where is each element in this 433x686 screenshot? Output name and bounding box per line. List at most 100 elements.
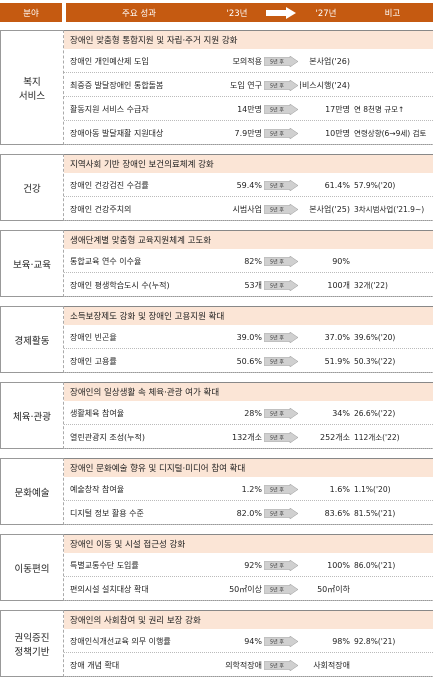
arrow-label: 5년 후: [270, 358, 284, 365]
section-heading: 소득보장제도 강화 및 장애인 고용지원 확대: [64, 307, 433, 325]
row-line: [64, 197, 433, 221]
arrow-label: 5년 후: [270, 410, 284, 417]
section-heading: 장애인의 일상생활 속 체육·관광 여가 확대: [64, 383, 433, 401]
value-2027: 100%: [327, 560, 350, 570]
value-2023: 모의적용: [232, 56, 262, 66]
row-line: [64, 425, 433, 449]
arrow-label: 5년 후: [270, 206, 284, 213]
arrow-label: 5년 후: [270, 130, 284, 137]
five-year-arrow: 5년 후: [262, 425, 300, 449]
row-label: 최중증 발달장애인 통합돌봄: [70, 80, 164, 90]
value-2023: 의학적장애: [225, 660, 262, 670]
row-label: 생활체육 참여율: [70, 408, 125, 418]
header-from: '23년: [212, 3, 262, 22]
arrow-label: 5년 후: [270, 562, 284, 569]
five-year-arrow: 5년 후: [262, 401, 300, 425]
value-2027: 10만명: [325, 128, 350, 138]
header-field: 분야: [0, 3, 62, 22]
row-label: 편의시설 설치대상 확대: [70, 584, 149, 594]
arrow-shape: 5년 후: [264, 635, 298, 647]
arrow-label: 5년 후: [270, 282, 284, 289]
value-2023: 7.9만명: [234, 128, 262, 138]
row-line: [64, 49, 433, 73]
note: 81.5%('21): [354, 508, 396, 518]
arrow-label: 5년 후: [270, 182, 284, 189]
header-to: '27년: [300, 3, 352, 22]
value-2023: 50.6%: [236, 356, 262, 366]
arrow-shape: 5년 후: [264, 79, 298, 91]
value-2027: 본사업('25): [309, 204, 350, 214]
arrow-label: 5년 후: [270, 638, 284, 645]
five-year-arrow: 5년 후: [262, 173, 300, 197]
row-line: [64, 553, 433, 577]
field-label: 이동편의: [0, 534, 64, 601]
value-2027: 1.6%: [329, 484, 350, 494]
row-label: 열린관광지 조성(누적): [70, 432, 146, 442]
value-2027: 50㎡이하: [317, 584, 350, 594]
row-line: [64, 629, 433, 653]
five-year-arrow: 5년 후: [262, 49, 300, 73]
row-line: [64, 577, 433, 601]
arrow-shape: 5년 후: [264, 179, 298, 191]
row-label: 특별교통수단 도입률: [70, 560, 139, 570]
value-2023: 92%: [244, 560, 262, 570]
row-line: [64, 401, 433, 425]
field-label: 권익증진 정책기반: [0, 610, 64, 677]
row-label: 통합교육 연수 이수율: [70, 256, 142, 266]
note: 3차시범사업('21.9~): [354, 204, 425, 214]
value-2023: 59.4%: [236, 180, 262, 190]
value-2027: 98%: [332, 636, 350, 646]
row-line: [64, 173, 433, 197]
row-label: 장애인 평생학습도시 수(누적): [70, 280, 170, 290]
field-label: 체육·관광: [0, 382, 64, 449]
arrow-shape: 5년 후: [264, 255, 298, 267]
section-heading: 장애인 맞춤형 통합지원 및 자립·주거 지원 강화: [64, 31, 433, 49]
row-line: [64, 325, 433, 349]
arrow-shape: 5년 후: [264, 331, 298, 343]
row-line: [64, 501, 433, 525]
arrow-shape: 5년 후: [264, 55, 298, 67]
arrow-shape: 5년 후: [264, 103, 298, 115]
arrow-label: 5년 후: [270, 662, 284, 669]
value-2027: 90%: [332, 256, 350, 266]
five-year-arrow: 5년 후: [262, 73, 300, 97]
row-label: 장애인 빈곤율: [70, 332, 117, 342]
value-2023: 94%: [244, 636, 262, 646]
arrow-label: 5년 후: [270, 586, 284, 593]
arrow-label: 5년 후: [270, 334, 284, 341]
row-line: [64, 653, 433, 677]
value-2023: 82.0%: [236, 508, 262, 518]
note: 32개('22): [354, 280, 388, 290]
arrow-shape: 5년 후: [264, 507, 298, 519]
arrow-shape: 5년 후: [264, 559, 298, 571]
note: 39.6%('20): [354, 332, 396, 342]
five-year-arrow: 5년 후: [262, 349, 300, 373]
row-label: 장애인 건강주치의: [70, 204, 132, 214]
value-2023: 28%: [244, 408, 262, 418]
value-2023: 53개: [244, 280, 262, 290]
arrow-label: 5년 후: [270, 510, 284, 517]
value-2023: 14만명: [237, 104, 262, 114]
arrow-label: 5년 후: [270, 58, 284, 65]
arrow-shape: 5년 후: [264, 203, 298, 215]
value-2027: 51.9%: [324, 356, 350, 366]
section-heading: 장애인의 사회참여 및 권리 보장 강화: [64, 611, 433, 629]
note: 1.1%('20): [354, 484, 391, 494]
arrow-shape: 5년 후: [264, 127, 298, 139]
row-label: 장애인 건강검진 수검률: [70, 180, 149, 190]
header-note: 비고: [352, 3, 433, 22]
row-label: 장애아동 발달재활 지원대상: [70, 128, 164, 138]
arrow-label: 5년 후: [270, 106, 284, 113]
value-2023: 시범사업: [232, 204, 262, 214]
row-label: 장애인식개선교육 의무 이행률: [70, 636, 171, 646]
value-2027: 34%: [332, 408, 350, 418]
section-heading: 생애단계별 맞춤형 교육지원체계 고도화: [64, 231, 433, 249]
arrow-shape: 5년 후: [264, 355, 298, 367]
five-year-arrow: 5년 후: [262, 553, 300, 577]
five-year-arrow: 5년 후: [262, 577, 300, 601]
section-heading: 장애인 이동 및 시설 접근성 강화: [64, 535, 433, 553]
note: 92.8%('21): [354, 636, 396, 646]
section-heading: 지역사회 기반 장애인 보건의료체계 강화: [64, 155, 433, 173]
row-line: [64, 349, 433, 373]
